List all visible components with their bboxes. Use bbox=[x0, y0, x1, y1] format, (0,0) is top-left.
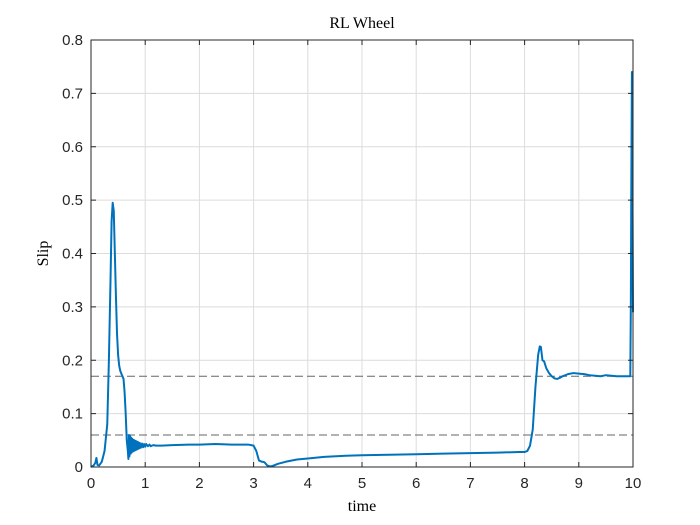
x-tick-label: 0 bbox=[87, 475, 95, 492]
y-tick-label: 0.6 bbox=[62, 139, 83, 156]
series-line bbox=[90, 71, 634, 468]
y-axis-label: Slip bbox=[35, 241, 52, 267]
y-tick-label: 0 bbox=[75, 459, 83, 476]
x-axis-label: time bbox=[348, 498, 376, 515]
x-tick-label: 5 bbox=[358, 475, 366, 492]
x-tick-label: 7 bbox=[466, 475, 474, 492]
x-tick-label: 4 bbox=[304, 475, 312, 492]
y-tick-label: 0.7 bbox=[62, 85, 83, 102]
x-tick-label: 2 bbox=[195, 475, 203, 492]
y-tick-label: 0.4 bbox=[62, 246, 83, 263]
x-tick-label: 10 bbox=[625, 475, 642, 492]
reference-lines bbox=[91, 375, 633, 436]
ticks: 0 1 2 3 4 5 6 7 8 9 10 0 0.1 0.2 0.3 0.4 0.5 0.6 0.7 0.8 bbox=[62, 32, 641, 492]
y-tick-label: 0.3 bbox=[62, 299, 83, 316]
y-tick-label: 0.8 bbox=[62, 32, 83, 49]
y-tick-label: 0.5 bbox=[62, 192, 83, 209]
x-tick-label: 8 bbox=[520, 475, 528, 492]
x-tick-label: 9 bbox=[575, 475, 583, 492]
x-tick-label: 3 bbox=[249, 475, 257, 492]
series-group bbox=[90, 71, 634, 468]
chart-title: RL Wheel bbox=[329, 15, 395, 32]
x-tick-label: 6 bbox=[412, 475, 420, 492]
y-tick-label: 0.2 bbox=[62, 352, 83, 369]
x-tick-label: 1 bbox=[141, 475, 149, 492]
y-tick-label: 0.1 bbox=[62, 406, 83, 423]
